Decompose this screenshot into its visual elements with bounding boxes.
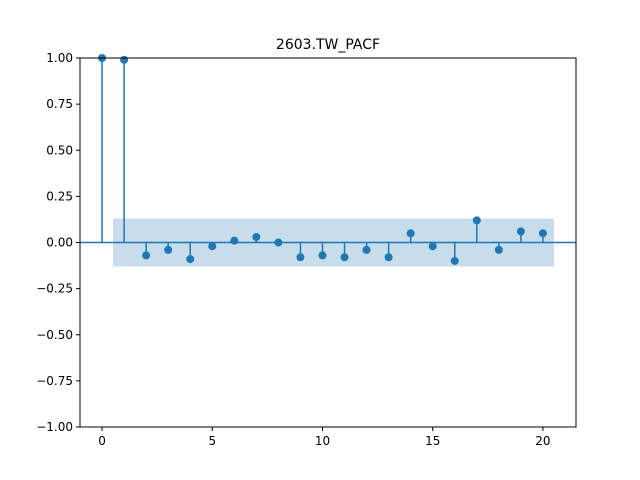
stem-marker-lag-11 [340,253,349,262]
y-tick-label: 0.50 [46,143,73,157]
stem-marker-lag-5 [208,242,217,251]
stem-marker-lag-17 [472,216,481,225]
stem-marker-lag-8 [274,238,283,247]
y-tick-label: −0.75 [36,374,73,388]
y-tick-label: 0.25 [46,189,73,203]
stem-marker-lag-4 [186,255,195,264]
stem-marker-lag-16 [450,256,459,265]
stem-marker-lag-10 [318,251,327,260]
chart-title: 2603.TW_PACF [276,37,380,53]
stem-marker-lag-14 [406,229,415,238]
y-tick-label: 0.00 [46,236,73,250]
x-tick-label: 15 [425,434,440,448]
x-tick-label: 10 [315,434,330,448]
stem-marker-lag-7 [252,232,261,241]
stem-marker-lag-2 [142,251,151,260]
x-tick-label: 20 [535,434,550,448]
x-tick-label: 0 [98,434,106,448]
y-tick-label: 1.00 [46,51,73,65]
stem-marker-lag-1 [120,55,129,64]
stem-marker-lag-3 [164,245,173,254]
stem-marker-lag-15 [428,242,437,251]
stem-marker-lag-9 [296,253,305,262]
stem-marker-lag-18 [494,245,503,254]
y-tick-label: 0.75 [46,97,73,111]
stem-marker-lag-19 [516,227,525,236]
stem-marker-lag-6 [230,236,239,245]
x-tick-label: 5 [208,434,216,448]
y-tick-label: −0.25 [36,282,73,296]
stem-marker-lag-12 [362,245,371,254]
stem-marker-lag-20 [538,229,547,238]
stem-marker-lag-13 [384,253,393,262]
y-tick-label: −0.50 [36,328,73,342]
axis-layer: 0 5 10 15 20 1.00 0.75 0.50 0.25 0.00 −0.25 −0.50 −0… [36,51,577,448]
y-tick-label: −1.00 [36,420,73,434]
